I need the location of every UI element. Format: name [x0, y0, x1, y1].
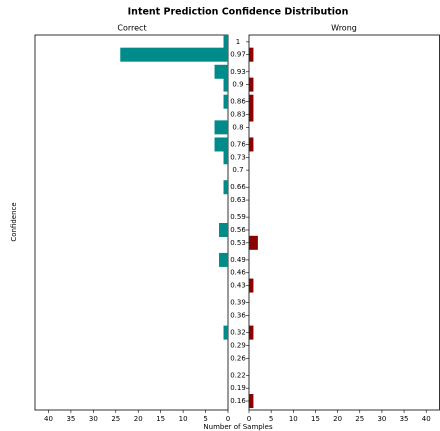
- x-tick-label: 30: [89, 415, 98, 423]
- panel-title: Wrong: [331, 24, 357, 33]
- y-tick-label: 0.97: [230, 51, 246, 59]
- bar: [249, 47, 254, 62]
- y-tick-label: 0.43: [230, 282, 246, 290]
- y-tick-label: 0.49: [230, 256, 246, 264]
- x-tick-label: 0: [226, 415, 230, 423]
- x-tick-label: 0: [247, 415, 251, 423]
- y-tick-label: 0.19: [230, 384, 246, 392]
- y-tick-label: 0.9: [232, 81, 243, 89]
- bar: [214, 120, 228, 135]
- x-tick-label: 15: [311, 415, 320, 423]
- y-tick-label: 0.56: [230, 226, 246, 234]
- bar: [219, 252, 228, 267]
- bar: [120, 47, 228, 62]
- x-tick-label: 5: [269, 415, 273, 423]
- x-tick-label: 25: [111, 415, 120, 423]
- y-tick-label: 0.8: [232, 123, 243, 131]
- y-tick-label: 0.29: [230, 341, 246, 349]
- bar: [223, 325, 228, 340]
- panel-title: Correct: [117, 24, 146, 33]
- y-tick-label: 0.86: [230, 98, 246, 106]
- y-tick-label: 0.93: [230, 68, 246, 76]
- bar: [249, 77, 254, 92]
- bar: [223, 94, 228, 109]
- y-tick-label: 0.22: [230, 371, 246, 379]
- bar: [214, 64, 228, 79]
- y-tick-label: 0.36: [230, 312, 246, 320]
- bar: [249, 107, 254, 122]
- y-tick-label: 0.76: [230, 140, 246, 148]
- y-tick-label: 0.32: [230, 329, 246, 337]
- bar: [249, 94, 254, 109]
- y-tick-label: 0.46: [230, 269, 246, 277]
- y-tick-label: 0.16: [230, 397, 246, 405]
- x-tick-label: 25: [355, 415, 364, 423]
- bar: [223, 77, 228, 92]
- x-tick-label: 30: [377, 415, 386, 423]
- x-tick-label: 20: [333, 415, 342, 423]
- bar: [249, 325, 254, 340]
- x-tick-label: 10: [179, 415, 188, 423]
- bar: [219, 222, 228, 237]
- x-tick-label: 35: [400, 415, 409, 423]
- y-tick-label: 0.26: [230, 354, 246, 362]
- y-tick-label: 0.83: [230, 111, 246, 119]
- x-axis-label: Number of Samples: [203, 423, 273, 431]
- y-tick-label: 1: [236, 38, 240, 46]
- y-tick-label: 0.66: [230, 183, 246, 191]
- bar: [223, 34, 228, 49]
- bar: [249, 394, 254, 409]
- y-tick-label: 0.53: [230, 239, 246, 247]
- y-tick-label: 0.7: [232, 166, 243, 174]
- bar: [249, 235, 258, 250]
- bar: [223, 150, 228, 165]
- y-axis-label: Confidence: [10, 202, 18, 241]
- panel-frame: [248, 34, 440, 411]
- chart-title: Intent Prediction Confidence Distributio…: [128, 7, 349, 18]
- x-tick-label: 35: [66, 415, 75, 423]
- x-tick-label: 40: [44, 415, 53, 423]
- bar: [249, 278, 254, 293]
- x-tick-label: 40: [422, 415, 431, 423]
- bar: [214, 137, 228, 152]
- panel-frame: [34, 34, 229, 411]
- y-tick-label: 0.39: [230, 299, 246, 307]
- x-tick-label: 20: [134, 415, 143, 423]
- bar: [249, 137, 254, 152]
- y-tick-label: 0.73: [230, 153, 246, 161]
- x-tick-label: 15: [156, 415, 165, 423]
- y-tick-label: 0.63: [230, 196, 246, 204]
- x-tick-label: 5: [203, 415, 207, 423]
- bar: [223, 180, 228, 195]
- x-tick-label: 10: [289, 415, 298, 423]
- y-tick-label: 0.59: [230, 213, 246, 221]
